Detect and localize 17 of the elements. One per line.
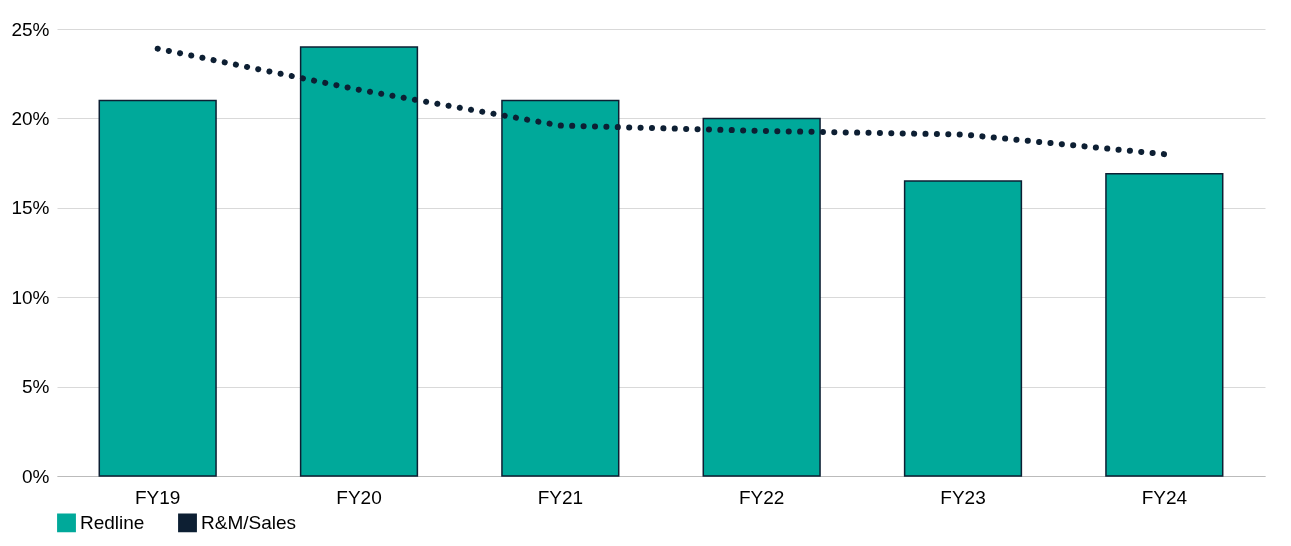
x-tick-label: FY20 [336,486,382,508]
y-tick-label: 15% [11,197,50,219]
x-tick-label: FY19 [134,486,181,508]
x-tick-label: FY21 [537,486,584,508]
y-tick-label: 0% [22,465,50,487]
legend-label: Redline [80,511,145,533]
y-tick-label: 20% [11,107,50,129]
x-tick-label: FY23 [940,486,986,508]
y-tick-label: 10% [11,286,50,308]
legend-label: R&M/Sales [201,511,297,533]
bar [1105,173,1224,477]
bar [903,180,1023,477]
bar [98,99,217,477]
y-tick-label: 5% [22,376,50,398]
y-tick-label: 25% [11,18,50,40]
x-tick-label: FY22 [738,486,785,508]
x-tick-label: FY24 [1141,486,1188,508]
